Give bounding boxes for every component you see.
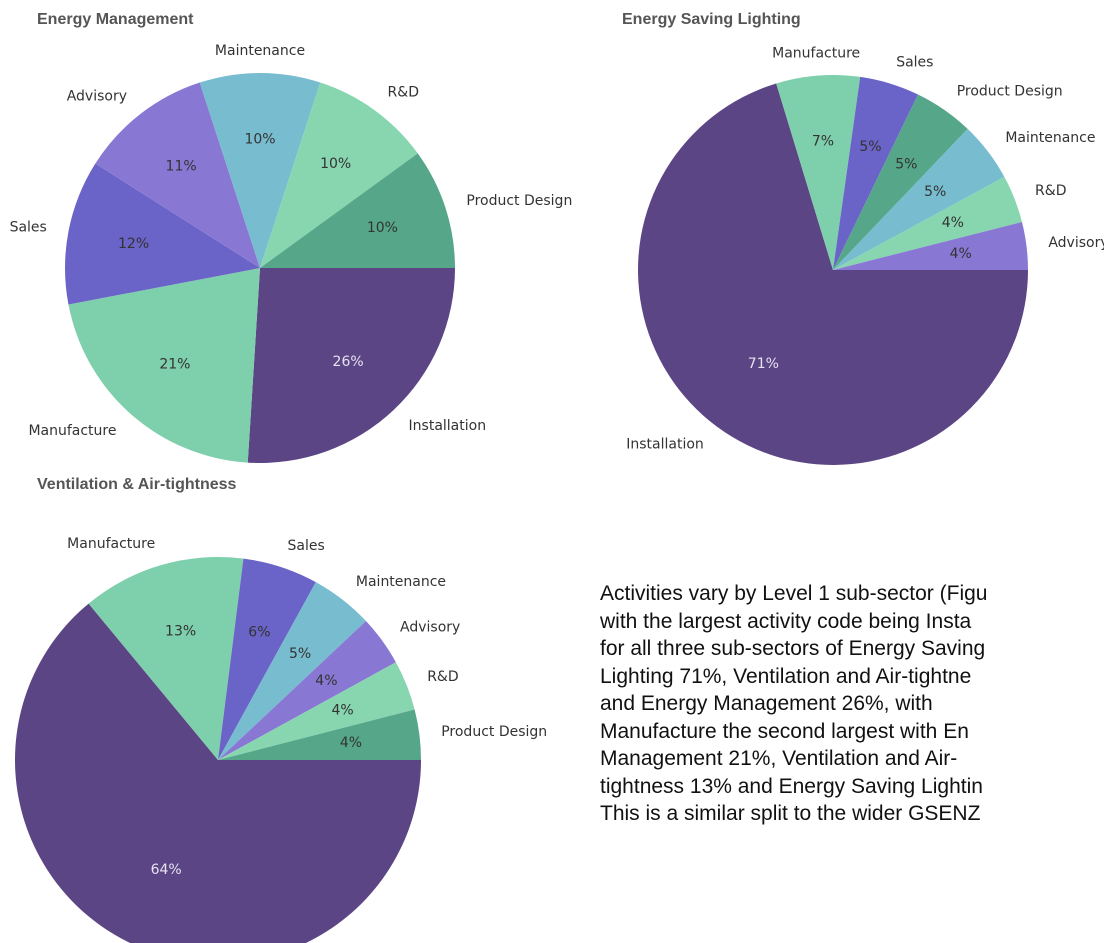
slice-name-label: Manufacture (67, 536, 155, 552)
slice-value-label: 7% (812, 134, 834, 150)
paragraph-line: Manufacture the second largest with En (600, 719, 969, 743)
pie-slice (247, 268, 455, 463)
slice-value-label: 64% (151, 862, 182, 878)
pie-slice (833, 176, 1022, 270)
pie-slice (65, 163, 260, 305)
pie-slice (218, 662, 415, 760)
chart-title: Energy Management (37, 11, 194, 28)
slice-value-label: 26% (333, 354, 364, 370)
slice-value-label: 12% (118, 236, 149, 252)
paragraph: Activities vary by Level 1 sub-sector (F… (600, 580, 1104, 828)
slice-name-label: R&D (1035, 183, 1066, 199)
slice-name-label: Sales (896, 54, 933, 70)
slice-name-label: Advisory (1048, 235, 1104, 251)
slice-name-label: Sales (10, 219, 47, 235)
pie-slice (260, 153, 455, 268)
paragraph-line: Lighting 71%, Ventilation and Air-tightn… (600, 664, 972, 688)
slice-value-label: 4% (942, 215, 964, 231)
pie-slice (218, 621, 396, 760)
slice-name-label: Installation (409, 418, 487, 434)
slice-value-label: 5% (289, 646, 311, 662)
slice-name-label: R&D (427, 669, 458, 685)
slice-value-label: 4% (315, 673, 337, 689)
slice-value-label: 6% (248, 625, 270, 641)
slice-value-label: 5% (859, 139, 881, 155)
slice-value-label: 4% (340, 735, 362, 751)
paragraph-line: with the largest activity code being Ins… (600, 609, 972, 633)
pie-slice (833, 221, 1028, 270)
slice-name-label: Manufacture (28, 423, 116, 439)
pie-slice (68, 268, 261, 463)
slice-value-label: 71% (748, 356, 779, 372)
slice-name-label: Product Design (441, 724, 547, 740)
pie-slice (638, 83, 1028, 466)
pie-slice (833, 128, 1005, 270)
paragraph-line: tightness 13% and Energy Saving Lightin (600, 774, 983, 798)
slice-name-label: Installation (626, 436, 704, 452)
chart-title: Energy Saving Lighting (622, 11, 801, 28)
slice-value-label: 5% (895, 156, 917, 172)
slice-value-label: 10% (244, 131, 275, 147)
slice-value-label: 4% (331, 703, 353, 719)
slice-name-label: Maintenance (356, 574, 446, 590)
pie-slice (833, 94, 968, 270)
slice-value-label: 10% (367, 220, 398, 236)
paragraph-line: Activities vary by Level 1 sub-sector (F… (600, 582, 988, 605)
slice-name-label: Maintenance (1005, 130, 1095, 146)
paragraph-line: for all three sub-sectors of Energy Savi… (600, 637, 986, 660)
pie-slice (260, 82, 418, 268)
slice-name-label: Sales (288, 538, 325, 554)
pie-slice (776, 75, 861, 271)
slice-name-label: Advisory (67, 89, 127, 105)
paragraph-line: and Energy Management 26%, with (600, 692, 933, 715)
paragraph-line: Management 21%, Ventilation and Air- (600, 747, 958, 770)
slice-value-label: 13% (165, 623, 196, 639)
slice-value-label: 11% (166, 158, 197, 174)
pie-slice (218, 582, 366, 760)
paragraph-line: This is a similar split to the wider GSE… (600, 802, 981, 825)
pie-slice (95, 82, 261, 268)
slice-name-label: Maintenance (215, 43, 305, 59)
chart-title: Ventilation & Air-tightness (37, 476, 237, 493)
pie-slice (15, 603, 421, 943)
pie-slice (833, 76, 918, 270)
pie-slice (88, 557, 244, 760)
slice-value-label: 10% (320, 156, 351, 172)
slice-name-label: R&D (388, 84, 419, 100)
slice-name-label: Product Design (466, 193, 572, 209)
slice-value-label: 4% (950, 246, 972, 262)
slice-name-label: Advisory (400, 620, 460, 636)
pie-slice (218, 558, 316, 760)
pie-slice (199, 73, 321, 268)
slice-name-label: Product Design (957, 84, 1063, 100)
slice-value-label: 5% (924, 184, 946, 200)
slice-value-label: 21% (159, 357, 190, 373)
slice-name-label: Manufacture (772, 46, 860, 62)
pie-slice (218, 709, 421, 760)
